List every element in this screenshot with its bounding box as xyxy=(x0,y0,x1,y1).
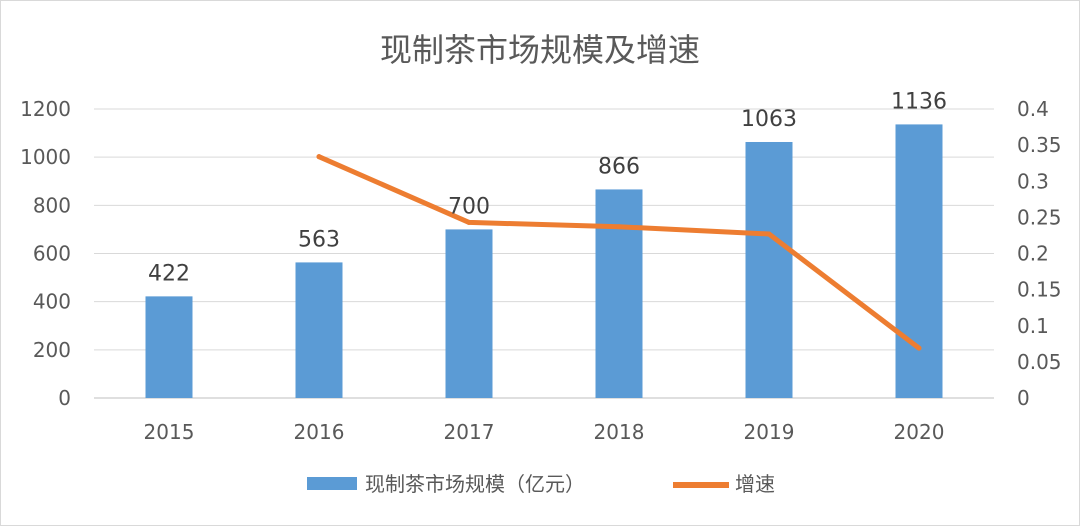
bar-data-label: 563 xyxy=(298,227,340,252)
y-right-tick-label: 0.05 xyxy=(1017,350,1062,374)
bar-2017 xyxy=(445,229,493,398)
growth-point-2019 xyxy=(766,231,772,237)
y-left-tick-label: 600 xyxy=(33,242,71,266)
x-tick-label: 2020 xyxy=(894,420,945,444)
y-left-tick-label: 1000 xyxy=(20,145,71,169)
line-series xyxy=(316,154,922,351)
bar-2018 xyxy=(595,189,643,398)
growth-point-2020 xyxy=(916,345,922,351)
y-axis-right: 0 0.05 0.1 0.15 0.2 0.25 0.3 0.35 0.4 xyxy=(1017,97,1062,410)
y-right-tick-label: 0.25 xyxy=(1017,205,1062,229)
bar-data-label: 1136 xyxy=(891,89,947,114)
y-right-tick-label: 0.2 xyxy=(1017,242,1049,266)
gridlines xyxy=(94,108,994,399)
growth-point-2018 xyxy=(616,224,622,230)
y-right-tick-label: 0.35 xyxy=(1017,133,1062,157)
bar-data-labels: 422 563 700 866 1063 1136 xyxy=(148,89,947,286)
y-left-tick-label: 400 xyxy=(33,290,71,314)
bar-2016 xyxy=(295,262,343,398)
y-left-tick-label: 0 xyxy=(58,386,71,410)
bar-2015 xyxy=(145,296,193,398)
bar-2020 xyxy=(895,124,943,398)
bar-data-label: 422 xyxy=(148,261,190,286)
x-tick-label: 2019 xyxy=(744,420,795,444)
y-right-tick-label: 0.3 xyxy=(1017,169,1049,193)
y-left-tick-label: 1200 xyxy=(20,97,71,121)
y-right-tick-label: 0.1 xyxy=(1017,314,1049,338)
y-right-tick-label: 0.4 xyxy=(1017,97,1049,121)
x-axis: 2015 2016 2017 2018 2019 2020 xyxy=(144,420,945,444)
legend-label-bar: 现制茶市场规模（亿元） xyxy=(365,472,585,496)
x-tick-label: 2018 xyxy=(594,420,645,444)
x-tick-label: 2016 xyxy=(294,420,345,444)
bar-data-label: 1063 xyxy=(741,107,797,132)
bar-2019 xyxy=(745,141,793,398)
bar-data-label: 866 xyxy=(598,154,640,179)
y-left-tick-label: 200 xyxy=(33,338,71,362)
y-right-tick-label: 0 xyxy=(1017,386,1030,410)
y-axis-left: 0 200 400 600 800 1000 1200 xyxy=(20,97,71,410)
legend: 现制茶市场规模（亿元） 增速 xyxy=(307,472,775,496)
growth-point-2016 xyxy=(316,154,322,160)
legend-label-line: 增速 xyxy=(735,472,775,496)
bar-series xyxy=(145,124,943,398)
y-right-tick-label: 0.15 xyxy=(1017,278,1062,302)
legend-swatch-bar xyxy=(307,477,357,490)
chart-title: 现制茶市场规模及增速 xyxy=(380,31,700,69)
bar-data-label: 700 xyxy=(448,194,490,219)
growth-point-2017 xyxy=(466,219,472,225)
y-left-tick-label: 800 xyxy=(33,193,71,217)
x-tick-label: 2015 xyxy=(144,420,195,444)
x-tick-label: 2017 xyxy=(444,420,495,444)
